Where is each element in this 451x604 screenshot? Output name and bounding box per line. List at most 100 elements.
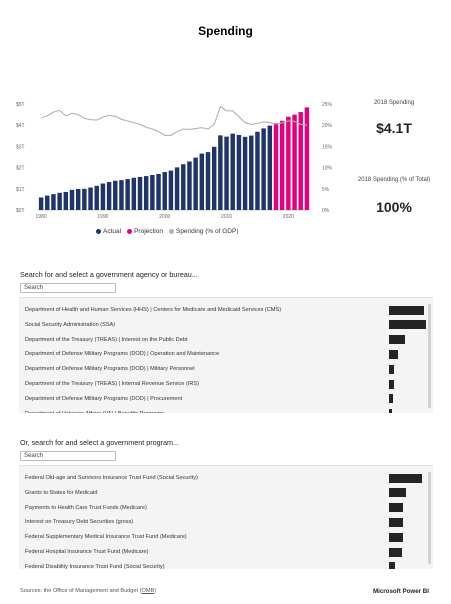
bar-projection-2023	[304, 107, 310, 210]
bar-actual-2014	[249, 135, 254, 210]
x-tick-label: 2010	[221, 214, 232, 220]
page-title: Spending	[198, 24, 253, 38]
agency-item-label[interactable]: Social Security Administration (SSA)	[25, 321, 116, 328]
legend-dot-gdp	[168, 229, 174, 234]
y-left-tick-label: $5T	[16, 102, 25, 108]
spending-chart: $0T $1T $2T $3T $4T $5T 0% 5% 10% 15% 20% 25% 1980 19…	[14, 96, 344, 242]
bar-actual-2015	[255, 131, 260, 210]
bar-actual-2003	[181, 164, 186, 210]
y-left-tick-label: $1T	[16, 187, 25, 193]
agency-item-bar	[389, 379, 394, 389]
legend-item-projection[interactable]: Projection	[127, 228, 163, 235]
legend-item-gdp[interactable]: Spending (% of GDP)	[168, 228, 239, 235]
agency-item-label[interactable]: Department of Veterans Affairs (VA) | Be…	[25, 411, 164, 413]
program-item-label[interactable]: Federal Disability Insurance Trust Fund …	[25, 563, 165, 569]
agency-item-label[interactable]: Department of Defense Military Programs …	[25, 366, 195, 373]
legend-item-actual[interactable]: Actual	[96, 228, 121, 235]
kpi-2018-spending: 2018 Spending $4.1T	[352, 100, 436, 136]
kpi-2018-spending-pct: 2018 Spending (% of Total) 100%	[352, 177, 436, 215]
agency-item-bar	[389, 305, 424, 315]
bar-actual-1991	[106, 182, 112, 210]
program-search-title: Or, search for and select a government p…	[20, 438, 179, 447]
program-item-label[interactable]: Federal Supplementary Medical Insurance …	[25, 534, 187, 541]
program-item-label[interactable]: Payments to Health Care Trust Funds (Med…	[25, 504, 147, 511]
program-item-bar	[389, 547, 402, 557]
y-right-tick-label: 15%	[322, 144, 333, 150]
agency-item-bar	[389, 349, 398, 359]
bar-actual-2016	[261, 128, 266, 210]
bar-actual-1994	[125, 179, 130, 210]
legend-dot-actual	[96, 229, 101, 234]
y-right-tick-label: 25%	[322, 102, 333, 108]
line-spending-pct-gdp	[40, 105, 307, 136]
bar-actual-1997	[143, 176, 149, 210]
bar-actual-1990	[100, 183, 106, 210]
bar-actual-1988	[88, 187, 93, 210]
source-note: Sources: the Office of Management and Bu…	[20, 588, 156, 594]
bar-actual-2013	[242, 136, 248, 210]
program-item-label[interactable]: Grants to States for Medicaid	[25, 489, 98, 496]
program-item-bar	[389, 532, 403, 542]
source-suffix: )	[154, 588, 157, 594]
x-tick-label: 2020	[283, 214, 294, 220]
agency-scrollbar[interactable]	[428, 304, 431, 408]
legend-label-projection: Projection	[134, 228, 163, 235]
agency-item-bar	[389, 364, 394, 374]
bar-projection-2021	[292, 114, 297, 210]
bar-actual-1980	[38, 197, 44, 210]
bar-projection-2022	[298, 112, 303, 210]
program-item-label[interactable]: Interest on Treasury Debt Securities (gr…	[25, 519, 134, 526]
program-item-label[interactable]: Federal Old-age and Survivors Insurance …	[25, 475, 198, 481]
agency-search-title: Search for and select a government agenc…	[20, 270, 198, 279]
y-right-tick-label: 20%	[322, 123, 333, 129]
x-tick-label: 1990	[97, 214, 108, 220]
bar-actual-2012	[236, 134, 242, 210]
bar-actual-1984	[63, 191, 69, 210]
agency-search-input[interactable]: Search	[20, 283, 116, 293]
agency-item-bar	[389, 394, 393, 404]
bar-actual-1987	[82, 188, 87, 210]
y-right-tick-label: 10%	[322, 166, 333, 172]
bar-projection-2020	[286, 116, 291, 210]
program-scrollbar[interactable]	[428, 472, 431, 564]
y-left-tick-label: $2T	[16, 166, 25, 172]
agency-item-label[interactable]: Department of Defense Military Programs …	[25, 351, 220, 358]
agency-item-label[interactable]: Department of Health and Human Services …	[25, 307, 282, 313]
bar-actual-1995	[131, 177, 137, 210]
kpi-label: 2018 Spending (% of Total)	[357, 177, 431, 183]
bar-actual-1999	[156, 173, 161, 210]
program-list: Federal Old-age and Survivors Insurance …	[19, 465, 433, 569]
program-item-bar	[389, 488, 406, 498]
y-right-tick-label: 0%	[322, 208, 330, 214]
y-right-tick-label: 5%	[322, 187, 330, 193]
chart-legend: Actual Projection Spending (% of GDP)	[96, 228, 239, 235]
agency-item-label[interactable]: Department of the Treasury (TREAS) | Int…	[25, 336, 188, 343]
bar-actual-1986	[75, 189, 81, 210]
bar-actual-1998	[150, 175, 155, 210]
agency-item-label[interactable]: Department of the Treasury (TREAS) | Int…	[25, 381, 199, 387]
bar-actual-2011	[230, 133, 235, 210]
power-bi-brand[interactable]: Microsoft Power BI	[372, 588, 429, 595]
bar-actual-2007	[205, 152, 211, 210]
agency-item-bar	[389, 409, 392, 413]
y-left-tick-label: $0T	[16, 208, 25, 214]
legend-label-gdp: Spending (% of GDP)	[175, 228, 239, 235]
bar-projection-2018	[273, 123, 279, 210]
legend-label-actual: Actual	[103, 228, 122, 235]
program-item-bar	[389, 517, 403, 527]
bar-actual-2006	[199, 153, 205, 210]
omb-link[interactable]: OMB	[141, 588, 155, 594]
program-search-input[interactable]: Search	[20, 451, 116, 461]
bar-actual-2005	[193, 157, 198, 210]
program-item-bar	[389, 473, 422, 483]
chart-svg: $0T $1T $2T $3T $4T $5T 0% 5% 10% 15% 20% 25% 1980 19…	[16, 102, 333, 220]
agency-item-label[interactable]: Department of Defense Military Programs …	[25, 395, 183, 402]
bar-actual-2009	[218, 135, 223, 210]
bar-actual-1992	[113, 180, 118, 210]
bar-actual-2008	[211, 146, 217, 210]
agency-item-bar	[389, 335, 405, 345]
program-item-label[interactable]: Federal Hospital Insurance Trust Fund (M…	[25, 549, 149, 555]
bar-actual-1996	[137, 176, 143, 210]
x-tick-label: 2000	[159, 214, 170, 220]
bar-actual-2017	[267, 125, 273, 210]
